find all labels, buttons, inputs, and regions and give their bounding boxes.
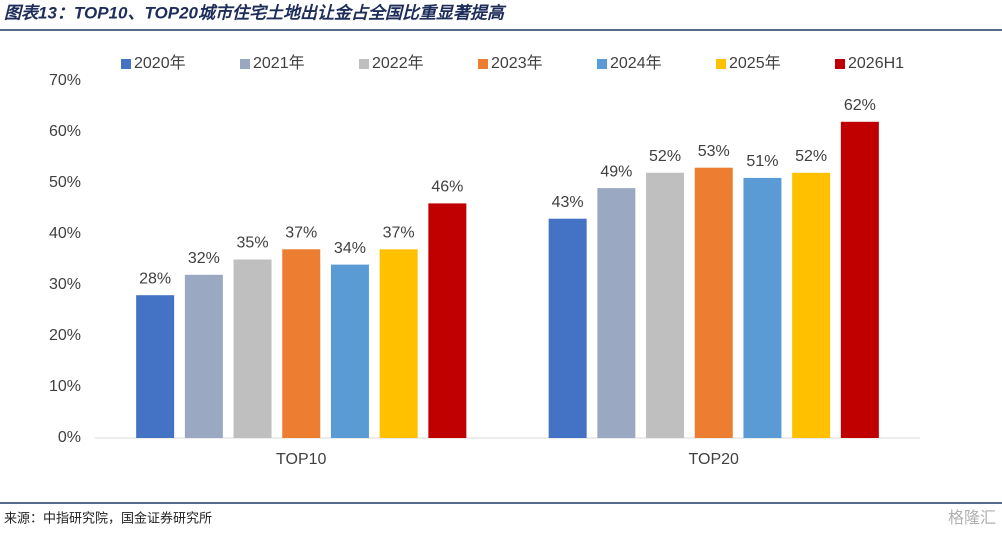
legend-label: 2021年 bbox=[253, 54, 305, 72]
x-tick-label: TOP20 bbox=[689, 451, 740, 468]
bar bbox=[597, 188, 636, 438]
bar bbox=[282, 249, 321, 438]
value-label: 52% bbox=[795, 148, 827, 165]
value-label: 51% bbox=[746, 153, 778, 170]
legend-swatch bbox=[716, 59, 726, 69]
legend-label: 2023年 bbox=[491, 54, 543, 72]
chart-title: 图表13：TOP10、TOP20城市住宅土地出让金占全国比重显著提高 bbox=[4, 3, 507, 22]
bar bbox=[743, 177, 782, 438]
bar bbox=[694, 167, 733, 438]
y-tick-label: 10% bbox=[49, 378, 81, 395]
value-label: 49% bbox=[600, 163, 632, 180]
bar bbox=[136, 295, 175, 438]
y-tick-label: 30% bbox=[49, 276, 81, 293]
value-label: 35% bbox=[237, 235, 269, 252]
value-label: 53% bbox=[698, 143, 730, 160]
y-tick-label: 60% bbox=[49, 123, 81, 140]
legend-swatch bbox=[359, 59, 369, 69]
y-tick-label: 0% bbox=[58, 429, 81, 446]
watermark: 格隆汇 bbox=[948, 509, 996, 527]
legend-label: 2024年 bbox=[610, 54, 662, 72]
value-label: 43% bbox=[552, 194, 584, 211]
bar bbox=[646, 172, 685, 439]
legend-swatch bbox=[835, 59, 845, 69]
y-tick-label: 70% bbox=[49, 72, 81, 89]
bar bbox=[840, 121, 879, 439]
value-label: 28% bbox=[139, 270, 171, 287]
bar bbox=[548, 218, 587, 438]
legend-label: 2020年 bbox=[134, 54, 186, 72]
legend-swatch bbox=[478, 59, 488, 69]
y-tick-label: 40% bbox=[49, 225, 81, 242]
value-label: 34% bbox=[334, 240, 366, 257]
x-tick-label: TOP10 bbox=[276, 451, 327, 468]
bar bbox=[379, 249, 418, 438]
legend-label: 2022年 bbox=[372, 54, 424, 72]
legend-swatch bbox=[240, 59, 250, 69]
legend-label: 2026H1 bbox=[848, 55, 904, 72]
bar bbox=[792, 172, 831, 439]
source-note: 来源：中指研究院，国金证券研究所 bbox=[4, 510, 212, 525]
value-label: 32% bbox=[188, 250, 220, 267]
bar bbox=[330, 264, 369, 438]
value-label: 52% bbox=[649, 148, 681, 165]
value-label: 37% bbox=[285, 225, 317, 242]
legend-swatch bbox=[121, 59, 131, 69]
value-label: 37% bbox=[383, 225, 415, 242]
value-label: 62% bbox=[844, 97, 876, 114]
y-tick-label: 50% bbox=[49, 174, 81, 191]
legend-swatch bbox=[597, 59, 607, 69]
bar bbox=[184, 274, 223, 438]
legend-label: 2025年 bbox=[729, 54, 781, 72]
value-label: 46% bbox=[431, 179, 463, 196]
y-tick-label: 20% bbox=[49, 327, 81, 344]
bar bbox=[233, 259, 272, 438]
bar bbox=[428, 203, 467, 438]
